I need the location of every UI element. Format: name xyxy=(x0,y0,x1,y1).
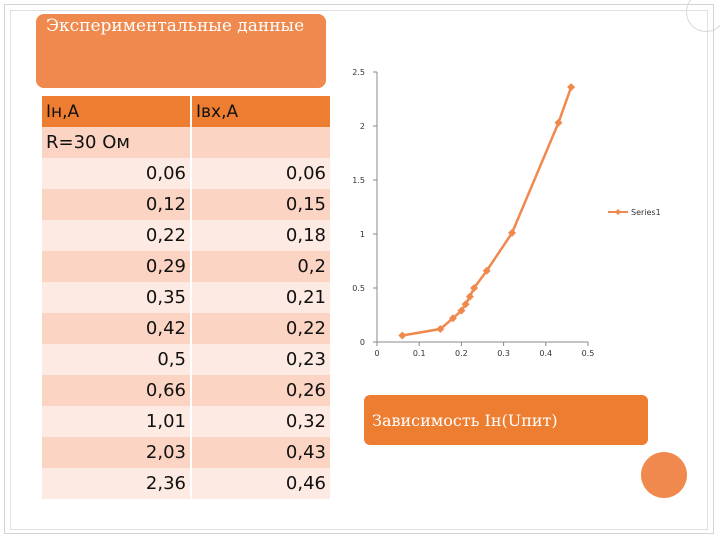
y-tick-label: 2 xyxy=(360,122,365,131)
data-point xyxy=(457,306,466,315)
table-cell-ivx: 0,26 xyxy=(192,375,330,406)
chart: 0 0.5 1 1.5 2 2.5 0 0.1 0.2 0.3 0.4 0.5 Series1 xyxy=(352,68,661,358)
table-cell-in: 0,06 xyxy=(42,158,190,189)
data-point xyxy=(436,325,445,334)
data-point xyxy=(508,228,517,237)
data-point xyxy=(465,292,474,301)
y-tick-label: 0 xyxy=(360,338,365,347)
decorative-circle xyxy=(641,452,687,498)
table-cell-ivx: 0,32 xyxy=(192,406,330,437)
table-cell-in: 0,42 xyxy=(42,313,190,344)
table-cell-in: 0,12 xyxy=(42,189,190,220)
x-tick-label: 0.5 xyxy=(582,349,595,358)
slide-title: Экспериментальные данные xyxy=(36,14,326,88)
y-tick-label: 1.5 xyxy=(352,176,365,185)
table-header-row: Iн,А Iвх,А xyxy=(42,96,330,127)
data-point xyxy=(448,314,457,323)
chart-axes xyxy=(376,72,588,343)
table-cell-in: 2,36 xyxy=(42,468,190,499)
table-cell-ivx: 0,43 xyxy=(192,437,330,468)
table-cell-ivx: 0,06 xyxy=(192,158,330,189)
table-cell-ivx: 0,21 xyxy=(192,282,330,313)
subheader-cell: R=30 Ом xyxy=(42,127,190,158)
chart-points xyxy=(398,83,576,340)
slide-frame-inner xyxy=(10,10,708,530)
data-point xyxy=(398,331,407,340)
chart-legend: Series1 xyxy=(608,208,661,217)
series-line xyxy=(402,86,573,337)
slide-frame-outer xyxy=(4,4,714,534)
table-row: 0,22 0,18 xyxy=(42,220,330,251)
legend-label: Series1 xyxy=(631,208,661,217)
table-cell-in: 0,5 xyxy=(42,344,190,375)
data-table: Iн,А Iвх,А R=30 Ом 0,06 0,06 0,12 0,15 0,22 0… xyxy=(42,96,330,499)
header-cell-in: Iн,А xyxy=(42,96,190,127)
legend-marker xyxy=(615,209,621,215)
x-tick-label: 0 xyxy=(374,349,379,358)
table-row: 0,5 0,23 xyxy=(42,344,330,375)
table-cell-ivx: 0,18 xyxy=(192,220,330,251)
table-row: 0,66 0,26 xyxy=(42,375,330,406)
x-tick-label: 0.4 xyxy=(539,349,552,358)
x-tick-label: 0.3 xyxy=(497,349,510,358)
table-row: 2,36 0,46 xyxy=(42,468,330,499)
subheader-empty-cell xyxy=(192,127,330,158)
table-row: 0,06 0,06 xyxy=(42,158,330,189)
x-tick-label: 0.2 xyxy=(455,349,468,358)
table-cell-ivx: 0,22 xyxy=(192,313,330,344)
table-row: 0,12 0,15 xyxy=(42,189,330,220)
table-cell-in: 0,66 xyxy=(42,375,190,406)
table-cell-in: 0,22 xyxy=(42,220,190,251)
data-point xyxy=(482,266,491,275)
table-cell-ivx: 0,23 xyxy=(192,344,330,375)
table-row: 0,29 0,2 xyxy=(42,251,330,282)
table-cell-ivx: 0,46 xyxy=(192,468,330,499)
data-point xyxy=(567,83,576,92)
table-cell-in: 2,03 xyxy=(42,437,190,468)
table-row: 1,01 0,32 xyxy=(42,406,330,437)
decorative-ring xyxy=(686,0,720,32)
table-cell-in: 0,35 xyxy=(42,282,190,313)
y-tick-label: 1 xyxy=(360,230,365,239)
chart-series-line xyxy=(402,86,573,337)
table-cell-in: 0,29 xyxy=(42,251,190,282)
table-cell-ivx: 0,2 xyxy=(192,251,330,282)
y-tick-label: 0.5 xyxy=(352,284,365,293)
chart-caption: Зависимость Iн(Uпит) xyxy=(364,395,648,445)
y-tick-label: 2.5 xyxy=(352,68,365,77)
table-row: 0,35 0,21 xyxy=(42,282,330,313)
table-cell-in: 1,01 xyxy=(42,406,190,437)
header-cell-ivx: Iвх,А xyxy=(192,96,330,127)
table-row: 2,03 0,43 xyxy=(42,437,330,468)
table-subheader-row: R=30 Ом xyxy=(42,127,330,158)
data-point xyxy=(461,300,470,309)
table-row: 0,42 0,22 xyxy=(42,313,330,344)
table-cell-ivx: 0,15 xyxy=(192,189,330,220)
x-tick-label: 0.1 xyxy=(413,349,426,358)
chart-tick-labels: 0 0.5 1 1.5 2 2.5 0 0.1 0.2 0.3 0.4 0.5 xyxy=(352,68,594,358)
data-point xyxy=(470,284,479,292)
data-point xyxy=(554,118,563,127)
